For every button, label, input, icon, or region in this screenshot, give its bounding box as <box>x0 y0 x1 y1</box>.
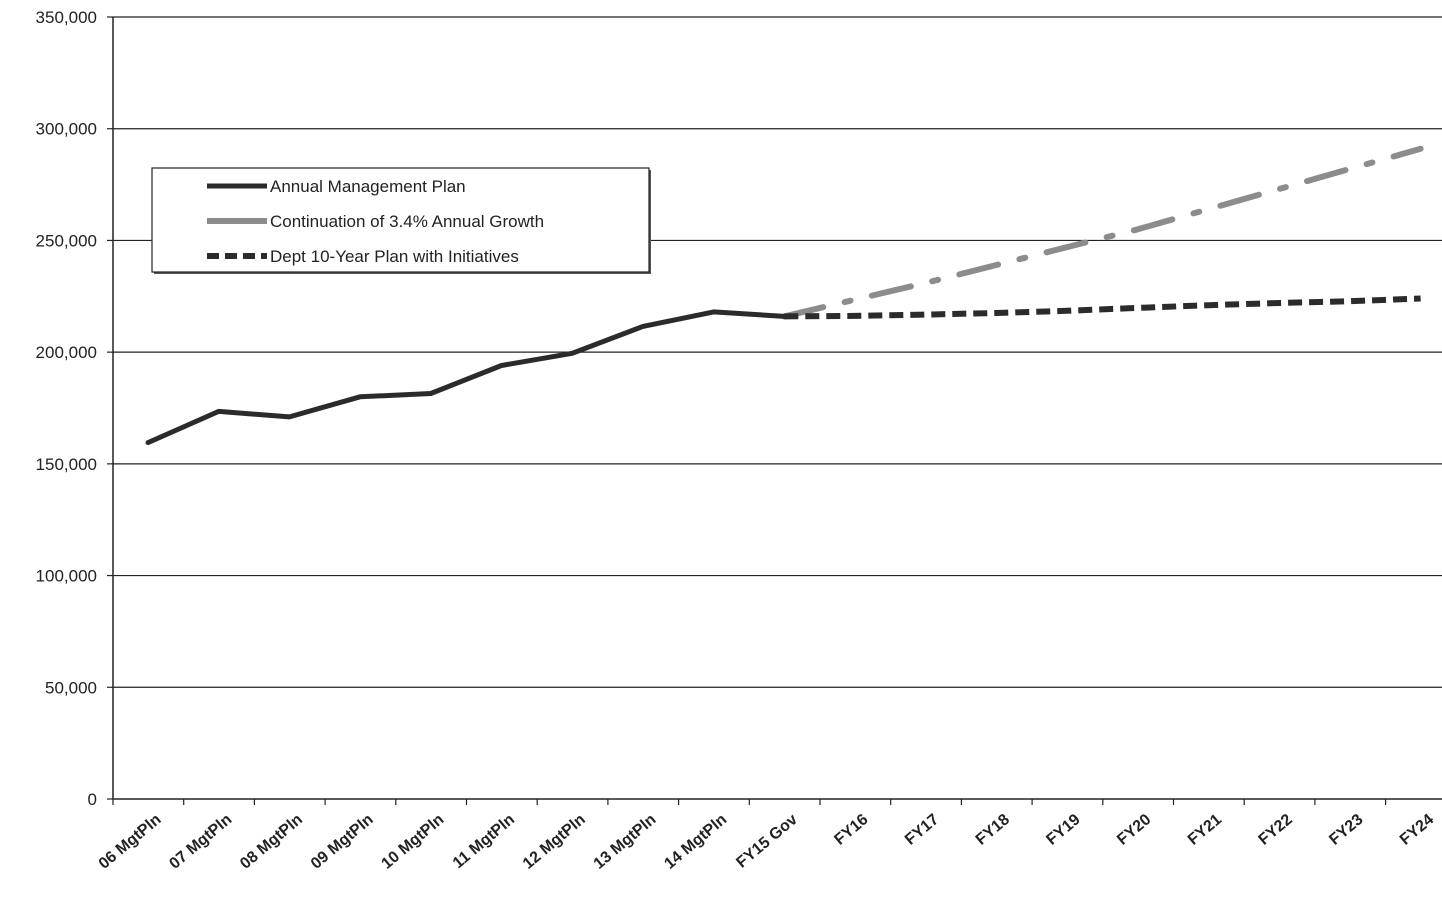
x-tick-label: 07 MgtPln <box>166 811 235 873</box>
x-tick-label: FY22 <box>1256 811 1296 849</box>
y-tick-label: 350,000 <box>36 8 97 27</box>
y-tick-label: 250,000 <box>36 231 97 250</box>
x-tick-label: FY24 <box>1397 811 1437 849</box>
legend-label-1: Continuation of 3.4% Annual Growth <box>270 212 544 231</box>
x-tick-label: 14 MgtPln <box>661 811 730 873</box>
x-tick-label: 11 MgtPln <box>450 811 518 872</box>
x-tick-label: 13 MgtPln <box>591 811 660 873</box>
x-tick-label: 10 MgtPln <box>379 811 448 873</box>
x-tick-label: FY19 <box>1043 811 1083 849</box>
x-tick-label: FY17 <box>902 811 942 849</box>
y-tick-label: 150,000 <box>36 455 97 474</box>
x-tick-label: FY23 <box>1326 811 1366 849</box>
y-tick-label: 100,000 <box>36 567 97 586</box>
x-tick-label: FY15 Gov <box>733 811 801 872</box>
series-lines <box>145 145 1424 446</box>
series-line-0 <box>145 309 787 446</box>
legend-label-0: Annual Management Plan <box>270 177 466 196</box>
y-tick-label: 0 <box>88 790 97 809</box>
x-tick-label: 08 MgtPln <box>237 811 306 873</box>
axes: 0 50,000 100,000 150,000 200,000 250,000 300,0… <box>36 8 1442 873</box>
gridlines <box>113 16 1442 688</box>
x-tick-label: FY16 <box>831 811 871 849</box>
legend: Annual Management Plan Continuation of 3.… <box>151 167 651 274</box>
x-tick-label: 12 MgtPln <box>520 811 589 873</box>
x-tick-label: FY20 <box>1114 811 1154 849</box>
x-tick-label: 06 MgtPln <box>96 811 165 873</box>
legend-label-2: Dept 10-Year Plan with Initiatives <box>270 247 519 266</box>
y-tick-label: 50,000 <box>45 678 97 697</box>
x-tick-label: FY21 <box>1185 811 1225 849</box>
x-tick-label: 09 MgtPln <box>308 811 377 873</box>
series-line-1 <box>781 145 1424 320</box>
y-tick-label: 200,000 <box>36 343 97 362</box>
series-line-2 <box>784 295 1421 320</box>
y-tick-label: 300,000 <box>36 120 97 139</box>
x-tick-label: FY18 <box>973 811 1013 849</box>
